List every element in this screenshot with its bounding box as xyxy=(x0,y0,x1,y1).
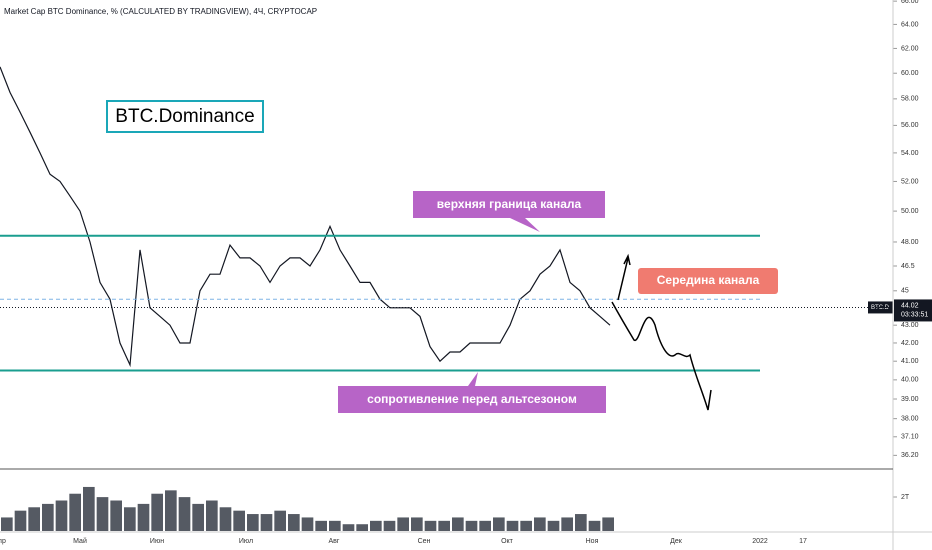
volume-bar xyxy=(561,517,573,531)
x-tick-label: Ноя xyxy=(586,538,599,545)
label: BTC.Dominance xyxy=(115,106,254,127)
x-tick-label: Май xyxy=(73,537,87,545)
callout xyxy=(413,191,605,232)
volume-bar xyxy=(383,520,396,531)
annotations: BTC.Dominance верхняя граница канала Сер… xyxy=(106,100,778,413)
volume-bar xyxy=(342,524,355,531)
countdown: 03:33:51 xyxy=(901,311,928,318)
x-tick-label: 17 xyxy=(799,538,807,545)
chart-title: Market Cap BTC Dominance, % (CALCULATED … xyxy=(4,7,317,16)
volume-bar xyxy=(206,500,218,531)
y-tick-label: 38.00 xyxy=(901,416,919,423)
volume-bar xyxy=(55,500,68,531)
callout xyxy=(638,268,778,294)
y-tick-label: 45 xyxy=(901,288,909,295)
x-tick-label: пр xyxy=(0,538,6,545)
series-tag xyxy=(868,301,893,314)
y-tick-label: 60.00 xyxy=(901,70,919,77)
label: Середина канала xyxy=(657,273,760,287)
volume-bar xyxy=(14,510,27,531)
y-tick-label: 52.00 xyxy=(901,178,919,185)
volume-bar xyxy=(329,520,341,531)
volume-bar xyxy=(288,514,300,531)
volume-bar xyxy=(219,507,232,531)
y-tick-label: 56.00 xyxy=(901,122,919,129)
price-label: BTC.D 44.02 03:33:51 xyxy=(868,299,932,322)
volume-bar xyxy=(602,517,614,531)
label: верхняя граница канала xyxy=(437,197,582,211)
volume-bar xyxy=(96,497,109,531)
volume-bar xyxy=(274,510,286,531)
y-tick-label: 58.00 xyxy=(901,96,919,103)
volume-bar xyxy=(247,514,259,531)
y-tick-label: 36.20 xyxy=(901,452,919,459)
volume-bar xyxy=(301,517,314,531)
y-tick-label: 41.00 xyxy=(901,358,919,365)
projection-up xyxy=(617,253,631,301)
volume-bar xyxy=(178,497,191,531)
x-tick-label: Окт xyxy=(501,538,514,545)
x-tick-label: Дек xyxy=(670,538,683,545)
y-tick-label: 46.5 xyxy=(901,263,915,270)
volume-bar xyxy=(42,503,54,531)
volume-bar xyxy=(1,517,13,531)
volume-bar xyxy=(83,486,95,531)
price-line-series xyxy=(0,66,611,368)
volume-bar xyxy=(588,520,601,531)
volume-bar xyxy=(438,520,450,531)
volume-bar xyxy=(315,520,327,531)
volume-bar xyxy=(575,514,587,531)
y-tick-label: 64.00 xyxy=(901,21,919,28)
volume-bar xyxy=(452,517,464,531)
callout xyxy=(338,372,606,413)
y-tick-label: 48.00 xyxy=(901,239,919,246)
y-tick-label: 50.00 xyxy=(901,208,919,215)
volume-bar xyxy=(493,517,505,531)
volume-bar xyxy=(69,493,81,531)
label-box xyxy=(106,100,264,133)
volume-tick-label: 2T xyxy=(901,494,910,501)
x-tick-label: 2022 xyxy=(752,538,768,545)
volume-bar xyxy=(370,520,382,531)
volume-bar xyxy=(192,503,204,531)
y-tick-label: 62.00 xyxy=(901,45,919,52)
volume-bar xyxy=(479,520,491,531)
volume-bar xyxy=(411,517,423,531)
volume-bar xyxy=(260,514,273,531)
y-tick-label: 66.00 xyxy=(901,0,919,5)
volume-bar xyxy=(520,520,532,531)
y-tick-label: 43.00 xyxy=(901,322,919,329)
volume-bar xyxy=(465,520,478,531)
x-tick-label: Июл xyxy=(239,538,253,545)
y-tick-label: 39.00 xyxy=(901,396,919,403)
volume-bar xyxy=(124,507,136,531)
y-tick-label: 37.10 xyxy=(901,434,919,441)
x-tick-label: Авг xyxy=(329,538,340,545)
value-tag xyxy=(894,299,932,322)
x-tick-label: Сен xyxy=(418,538,431,545)
volume-bar xyxy=(397,517,409,531)
series-name: BTC.D xyxy=(871,305,890,311)
x-tick-label: Июн xyxy=(150,538,164,545)
y-tick-label: 42.00 xyxy=(901,340,919,347)
volume-bar xyxy=(137,503,150,531)
label: сопротивление перед альтсезоном xyxy=(367,392,577,406)
volume-bar xyxy=(28,507,40,531)
volume-bar xyxy=(547,520,560,531)
y-tick-label: 54.00 xyxy=(901,150,919,157)
y-tick-label: 40.00 xyxy=(901,377,919,384)
volume-bar xyxy=(534,517,546,531)
volume-bar xyxy=(165,490,177,531)
volume-bar xyxy=(151,493,163,531)
current-value: 44.02 xyxy=(901,302,919,309)
volume-bar xyxy=(233,510,245,531)
volume-bar xyxy=(424,520,437,531)
volume-bar xyxy=(356,524,368,531)
volume-bar xyxy=(506,520,519,531)
volume-bar xyxy=(110,500,122,531)
projection-down xyxy=(611,301,712,411)
